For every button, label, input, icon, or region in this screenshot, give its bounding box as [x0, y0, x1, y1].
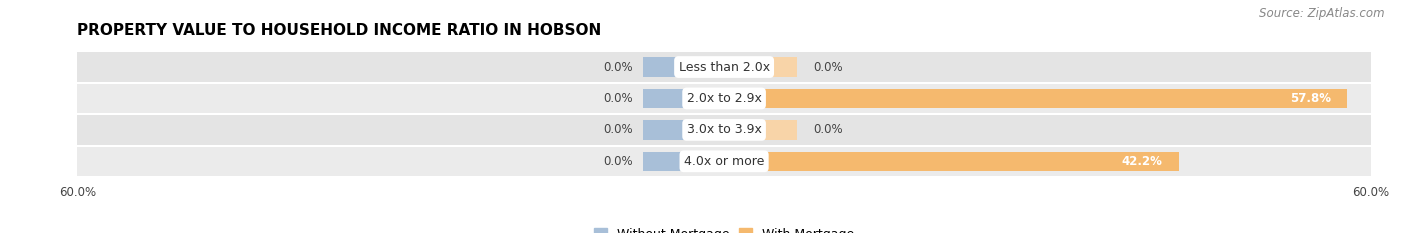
Bar	[77, 147, 1371, 176]
Text: 4.0x or more: 4.0x or more	[683, 155, 765, 168]
Text: 42.2%: 42.2%	[1122, 155, 1163, 168]
Bar	[77, 84, 1371, 113]
Text: Source: ZipAtlas.com: Source: ZipAtlas.com	[1260, 7, 1385, 20]
Legend: Without Mortgage, With Mortgage: Without Mortgage, With Mortgage	[589, 223, 859, 233]
Bar	[724, 120, 797, 140]
Text: 3.0x to 3.9x: 3.0x to 3.9x	[686, 123, 762, 136]
Bar	[724, 57, 797, 77]
Text: 0.0%: 0.0%	[813, 123, 842, 136]
Bar	[644, 120, 724, 140]
Text: 0.0%: 0.0%	[813, 61, 842, 74]
Text: 0.0%: 0.0%	[603, 61, 633, 74]
Bar	[644, 89, 724, 108]
Text: 0.0%: 0.0%	[603, 123, 633, 136]
Text: Less than 2.0x: Less than 2.0x	[679, 61, 769, 74]
Text: 2.0x to 2.9x: 2.0x to 2.9x	[686, 92, 762, 105]
Text: 0.0%: 0.0%	[603, 92, 633, 105]
Bar	[644, 152, 724, 171]
Bar	[644, 57, 724, 77]
Bar	[77, 52, 1371, 82]
Bar	[724, 152, 1180, 171]
Text: PROPERTY VALUE TO HOUSEHOLD INCOME RATIO IN HOBSON: PROPERTY VALUE TO HOUSEHOLD INCOME RATIO…	[77, 24, 602, 38]
Bar	[724, 89, 1347, 108]
Bar	[77, 115, 1371, 145]
Text: 0.0%: 0.0%	[603, 155, 633, 168]
Text: 57.8%: 57.8%	[1289, 92, 1331, 105]
